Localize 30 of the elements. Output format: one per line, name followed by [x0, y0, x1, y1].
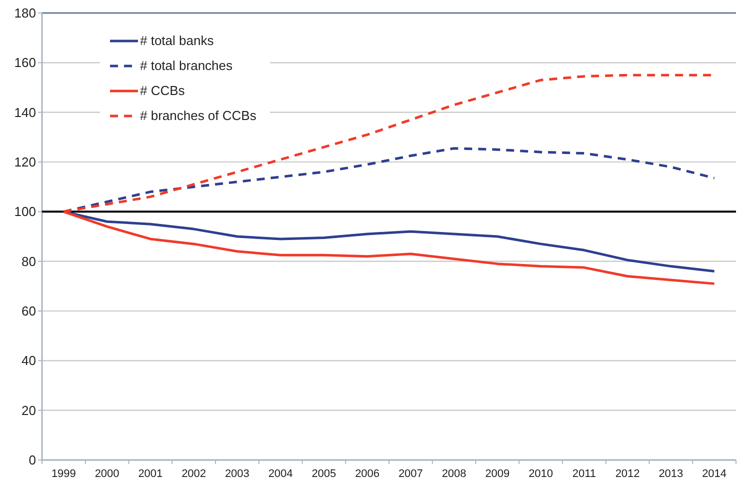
x-tick-label: 2013 — [658, 468, 684, 480]
y-tick-label: 100 — [14, 204, 36, 220]
y-tick-label: 160 — [14, 55, 36, 70]
y-tick-label: 140 — [14, 104, 36, 120]
x-tick-label: 2002 — [182, 468, 206, 480]
x-tick-label: 2003 — [224, 468, 250, 480]
x-tick-label: 1999 — [51, 468, 76, 480]
legend-label: # total banks — [140, 33, 214, 48]
legend-label: # CCBs — [140, 83, 186, 98]
y-tick-label: 60 — [22, 304, 36, 319]
legend-label: # total branches — [140, 58, 234, 73]
x-tick-label: 2012 — [615, 468, 640, 480]
x-tick-label: 2006 — [355, 468, 380, 480]
x-tick-label: 2008 — [442, 468, 466, 480]
y-tick-label: 40 — [22, 353, 36, 368]
x-tick-label: 2004 — [268, 468, 293, 480]
x-tick-label: 2001 — [138, 468, 163, 480]
x-tick-label: 2000 — [94, 468, 120, 480]
y-tick-label: 120 — [14, 154, 36, 170]
y-tick-label: 0 — [28, 452, 36, 468]
x-tick-label: 2005 — [312, 468, 336, 480]
x-tick-label: 2007 — [398, 468, 423, 480]
x-tick-label: 2009 — [485, 468, 510, 480]
x-tick-label: 2011 — [572, 468, 596, 480]
x-tick-label: 2010 — [528, 468, 554, 480]
legend-label: # branches of CCBs — [140, 108, 257, 123]
x-tick-label: 2014 — [702, 468, 727, 480]
y-tick-label: 180 — [14, 6, 36, 21]
y-tick-label: 80 — [22, 254, 36, 269]
y-tick-label: 20 — [22, 402, 36, 418]
